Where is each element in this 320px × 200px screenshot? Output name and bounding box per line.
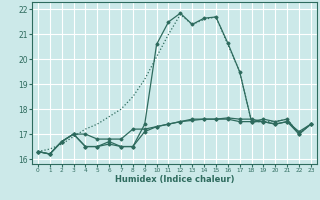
X-axis label: Humidex (Indice chaleur): Humidex (Indice chaleur) xyxy=(115,175,234,184)
